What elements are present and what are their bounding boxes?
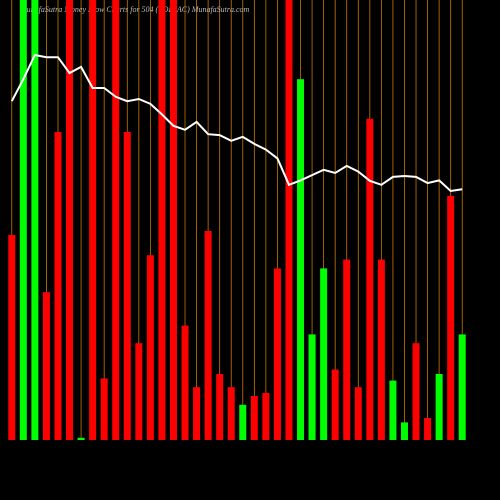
bar bbox=[366, 118, 374, 441]
bar bbox=[239, 404, 247, 440]
bar bbox=[262, 392, 270, 440]
bar bbox=[458, 334, 466, 440]
bar bbox=[320, 268, 328, 440]
bar bbox=[77, 437, 85, 440]
bar bbox=[273, 268, 281, 440]
bar bbox=[389, 380, 397, 440]
bar bbox=[158, 0, 166, 440]
bar bbox=[54, 132, 62, 440]
bar bbox=[146, 255, 154, 440]
chart-title: MunafaSutra Money Flow Charts for 504 (Z… bbox=[19, 5, 250, 14]
bar bbox=[343, 259, 351, 440]
bar bbox=[66, 0, 74, 440]
bar bbox=[169, 0, 177, 440]
bar bbox=[181, 325, 189, 440]
bar bbox=[435, 374, 443, 440]
bar bbox=[424, 418, 432, 440]
bar bbox=[100, 378, 108, 440]
bar bbox=[193, 387, 201, 440]
bar bbox=[285, 0, 293, 440]
bar bbox=[123, 132, 131, 440]
bar bbox=[400, 422, 408, 440]
bar bbox=[297, 79, 305, 440]
bar bbox=[31, 0, 39, 440]
bar bbox=[216, 374, 224, 440]
bar bbox=[19, 0, 27, 440]
bar bbox=[377, 259, 385, 440]
bar bbox=[227, 387, 235, 440]
bar bbox=[447, 195, 455, 440]
bar bbox=[331, 369, 339, 440]
bar bbox=[89, 0, 97, 440]
bar bbox=[135, 343, 143, 440]
bar bbox=[204, 231, 212, 440]
bar bbox=[354, 387, 362, 440]
bar bbox=[250, 396, 258, 440]
bar bbox=[42, 292, 50, 440]
bar bbox=[8, 234, 16, 440]
bar bbox=[112, 0, 120, 440]
bar bbox=[412, 343, 420, 440]
bar bbox=[308, 334, 316, 440]
price-line bbox=[10, 53, 463, 193]
